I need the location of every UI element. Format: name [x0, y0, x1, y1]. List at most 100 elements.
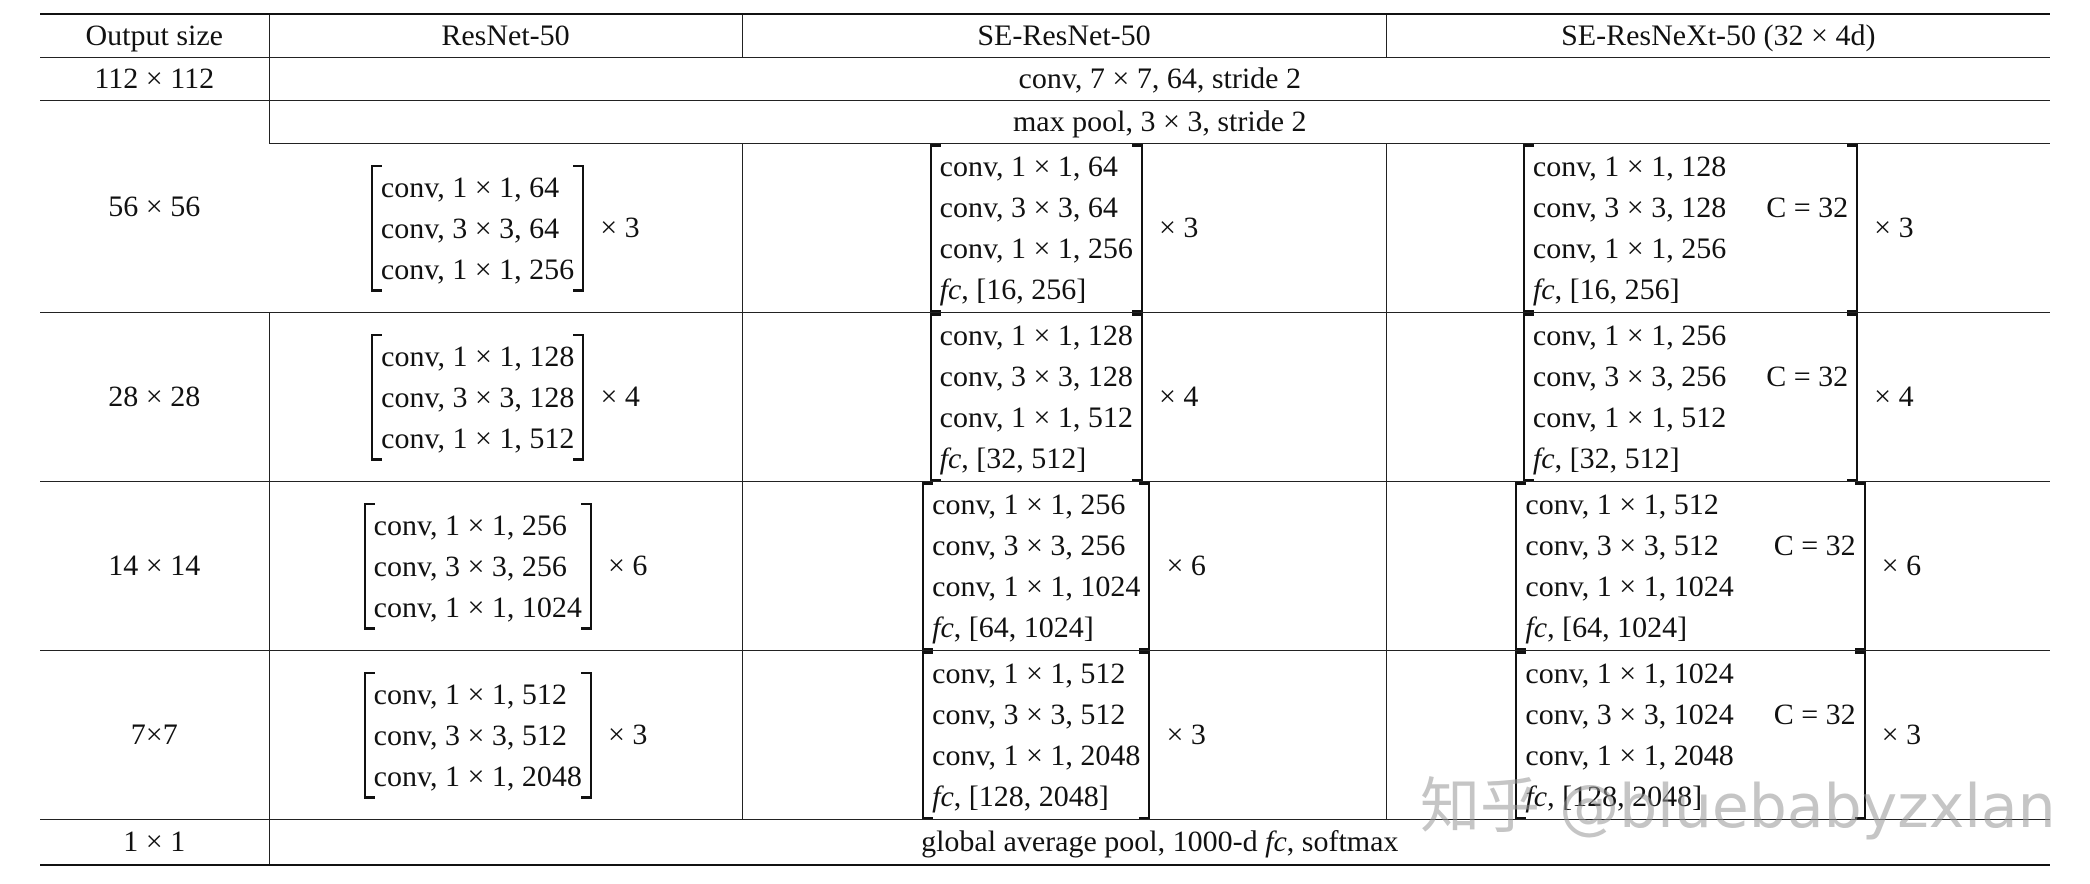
fc-line: fc, [128, 2048] [932, 776, 1140, 817]
block: conv, 1 × 1, 1024 conv, 3 × 3, 1024 conv, … [1515, 651, 1921, 819]
repeat: × 4 [600, 380, 640, 413]
header-cell: SE-ResNeXt-50 (32 × 4d) [1385, 13, 2050, 58]
fc-dims: , [64, 1024] [1547, 611, 1688, 644]
block: conv, 1 × 1, 64 conv, 3 × 3, 64 conv, 1 × … [929, 144, 1199, 312]
layer-line: conv, 1 × 1, 256 [373, 508, 567, 542]
layer-line: conv, 1 × 1, 2048 [1525, 739, 1734, 772]
layer-line: conv, 3 × 3, 512 [1525, 529, 1719, 562]
layer-line: conv, 1 × 1, 1024 [932, 570, 1141, 603]
layer-line: conv, 3 × 3, 128 [939, 360, 1133, 393]
block: conv, 1 × 1, 512 conv, 3 × 3, 512 conv, 1 … [1515, 482, 1921, 650]
stage-cell: conv, 1 × 1, 64 conv, 3 × 3, 64 conv, 1 × … [741, 143, 1386, 313]
layer-line: conv, 1 × 1, 2048 [373, 759, 582, 793]
cardinality: C = 32 [1766, 360, 1849, 393]
bracket: conv, 1 × 1, 128 conv, 3 × 3, 128 conv, 1 … [929, 313, 1143, 481]
block-lines: conv, 1 × 1, 64 conv, 3 × 3, 64 conv, 1 × … [381, 167, 574, 290]
repeat: × 3 [1166, 718, 1206, 751]
layer-line: conv, 1 × 1, 512 [1525, 488, 1719, 521]
output-size: 28 × 28 [40, 312, 269, 482]
layer-line: conv, 3 × 3, 256 [373, 549, 567, 583]
fc-dims: , [32, 512] [961, 442, 1087, 475]
output-size: 14 × 14 [40, 481, 269, 651]
bracket: conv, 1 × 1, 256 conv, 3 × 3, 256 conv, 1 … [363, 502, 592, 630]
fc-name: fc [1525, 780, 1548, 813]
fc-name: fc [932, 611, 954, 644]
final-row: 1 × 1 global average pool, 1000-d fc, sof… [40, 819, 2050, 866]
output-size: 56 × 56 [40, 100, 269, 313]
block: conv, 1 × 1, 256 conv, 3 × 3, 256 conv, 1 … [363, 502, 648, 630]
architecture-table: Output size ResNet-50 SE-ResNet-50 SE-ResNe… [40, 13, 2050, 866]
layer-line: conv, 3 × 3, 256 [1532, 360, 1727, 393]
fc-name: fc [1532, 442, 1555, 475]
fc-line: fc, [32, 512] [1533, 438, 1726, 479]
fc-name: fc [939, 273, 962, 306]
bracket: conv, 1 × 1, 1024 conv, 3 × 3, 1024 conv, … [1515, 651, 1866, 819]
stage-cell: conv, 1 × 1, 64 conv, 3 × 3, 64 conv, 1 × … [269, 143, 742, 313]
layer-line: conv, 1 × 1, 256 [939, 232, 1133, 265]
block-lines: conv, 1 × 1, 64 conv, 3 × 3, 64 conv, 1 × … [940, 146, 1133, 310]
stage-row: 28 × 28 conv, 1 × 1, 128 conv, 3 × 3, 128 c… [40, 312, 2050, 482]
layer-cell: max pool, 3 × 3, stride 2 [268, 100, 2050, 144]
block-lines: conv, 1 × 1, 128 conv, 3 × 3, 128 conv, 1 … [1533, 146, 1726, 310]
block-lines: conv, 1 × 1, 1024 conv, 3 × 3, 1024 conv, … [1525, 653, 1733, 817]
block: conv, 1 × 1, 256 conv, 3 × 3, 256 conv, 1 … [1522, 313, 1914, 481]
header-cell: SE-ResNet-50 [741, 13, 1386, 58]
fc-line: fc, [32, 512] [940, 438, 1133, 479]
fc-line: fc, [16, 256] [940, 269, 1133, 310]
layer-line: conv, 1 × 1, 128 [1532, 150, 1727, 183]
layer-line: conv, 1 × 1, 512 [1532, 401, 1727, 434]
block-lines: conv, 1 × 1, 512 conv, 3 × 3, 512 conv, 1 … [932, 653, 1140, 817]
fc-dims: , [128, 2048] [953, 780, 1109, 813]
stage-cell: conv, 1 × 1, 1024 conv, 3 × 3, 1024 conv, … [1385, 650, 2050, 820]
layer-line: conv, 3 × 3, 1024 [1525, 698, 1734, 731]
conv1-row: 112 × 112 conv, 7 × 7, 64, stride 2 [40, 57, 2050, 101]
stage-cell: conv, 1 × 1, 256 conv, 3 × 3, 256 conv, 1 … [268, 481, 742, 651]
fc-name: fc [1525, 611, 1548, 644]
final-part: global average pool, 1000-d [921, 825, 1266, 858]
block: conv, 1 × 1, 64 conv, 3 × 3, 64 conv, 1 × … [370, 164, 640, 292]
watermark: 知乎 @bluebabyzxlan [1420, 772, 2056, 842]
repeat: × 3 [1874, 211, 1914, 244]
layer-line: conv, 1 × 1, 512 [381, 421, 575, 455]
layer-line: conv, 3 × 3, 64 [380, 211, 560, 245]
stage-cell: conv, 1 × 1, 128 conv, 3 × 3, 128 conv, 1 … [741, 312, 1386, 482]
layer-cell: conv, 7 × 7, 64, stride 2 [268, 57, 2050, 101]
layer-line: conv, 3 × 3, 256 [932, 529, 1126, 562]
block: conv, 1 × 1, 512 conv, 3 × 3, 512 conv, 1 … [363, 671, 648, 799]
repeat: × 3 [1158, 211, 1199, 244]
repeat: × 6 [1881, 549, 1922, 582]
fc-line: fc, [128, 2048] [1525, 776, 1733, 817]
layer-line: conv, 1 × 1, 1024 [373, 590, 582, 624]
repeat: × 4 [1874, 380, 1914, 413]
bracket: conv, 1 × 1, 256 conv, 3 × 3, 256 conv, 1 … [922, 482, 1151, 650]
repeat: × 3 [607, 718, 648, 751]
repeat: × 6 [607, 549, 648, 582]
output-size: 112 × 112 [40, 57, 269, 101]
header-row: Output size ResNet-50 SE-ResNet-50 SE-ResNe… [40, 13, 2050, 58]
layer-line: conv, 3 × 3, 128 [1532, 191, 1727, 224]
layer-line: conv, 1 × 1, 1024 [1525, 570, 1734, 603]
stage-cell: conv, 1 × 1, 128 conv, 3 × 3, 128 conv, 1 … [1385, 143, 2050, 313]
layer-line: conv, 1 × 1, 256 [932, 488, 1126, 521]
fc-name: fc [1532, 273, 1555, 306]
repeat: × 4 [1158, 380, 1199, 413]
layer-line: conv, 1 × 1, 512 [939, 401, 1133, 434]
block: conv, 1 × 1, 128 conv, 3 × 3, 128 conv, 1 … [929, 313, 1199, 481]
block: conv, 1 × 1, 128 conv, 3 × 3, 128 conv, 1 … [371, 333, 640, 461]
fc-name: fc [939, 442, 962, 475]
output-size: 7×7 [40, 650, 269, 820]
layer-line: conv, 3 × 3, 512 [373, 718, 567, 752]
layer-line: conv, 1 × 1, 256 [1532, 232, 1727, 265]
repeat: × 6 [1166, 549, 1206, 582]
block-lines: conv, 1 × 1, 256 conv, 3 × 3, 256 conv, 1 … [1533, 315, 1726, 479]
fc-dims: , [64, 1024] [953, 611, 1094, 644]
stage-cell: conv, 1 × 1, 128 conv, 3 × 3, 128 conv, 1 … [268, 312, 742, 482]
layer-line: conv, 1 × 1, 256 [380, 252, 575, 286]
layer-line: conv, 3 × 3, 512 [932, 698, 1126, 731]
layer-line: conv, 1 × 1, 128 [381, 339, 575, 373]
stage-cell: conv, 1 × 1, 256 conv, 3 × 3, 256 conv, 1 … [1385, 312, 2050, 482]
bracket: conv, 1 × 1, 256 conv, 3 × 3, 256 conv, 1 … [1522, 313, 1859, 481]
table-body: Output size ResNet-50 SE-ResNet-50 SE-ResNe… [40, 13, 2050, 866]
layer-line: conv, 1 × 1, 512 [932, 657, 1126, 690]
